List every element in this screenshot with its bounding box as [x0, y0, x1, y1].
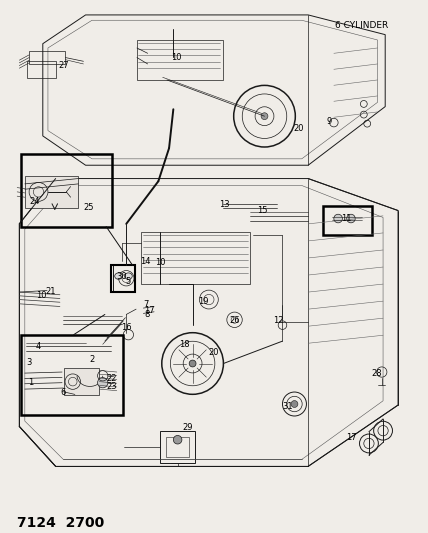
- Text: 27: 27: [58, 61, 68, 69]
- Text: 6 CYLINDER: 6 CYLINDER: [335, 21, 388, 30]
- Bar: [323, 206, 372, 235]
- Text: 11: 11: [342, 214, 352, 223]
- Circle shape: [334, 214, 342, 223]
- Text: 15: 15: [257, 206, 267, 215]
- Ellipse shape: [115, 273, 122, 279]
- Bar: [137, 40, 223, 80]
- Circle shape: [173, 435, 182, 444]
- Text: 23: 23: [106, 382, 116, 391]
- Circle shape: [98, 377, 108, 388]
- Circle shape: [189, 360, 196, 367]
- Bar: [25, 176, 78, 208]
- Bar: [64, 368, 99, 395]
- Text: 29: 29: [182, 424, 193, 432]
- Text: 17: 17: [144, 306, 154, 314]
- Text: 18: 18: [180, 341, 190, 349]
- Text: 12: 12: [273, 317, 283, 325]
- Text: 17: 17: [346, 433, 356, 441]
- Bar: [27, 61, 56, 78]
- Bar: [166, 437, 189, 457]
- Bar: [21, 335, 123, 415]
- Text: 10: 10: [171, 53, 181, 61]
- Text: 7124  2700: 7124 2700: [17, 516, 104, 530]
- Text: 24: 24: [30, 197, 40, 206]
- Circle shape: [261, 113, 268, 119]
- Text: 22: 22: [106, 374, 116, 383]
- Ellipse shape: [125, 273, 132, 279]
- Text: 20: 20: [208, 349, 218, 357]
- Text: 31: 31: [282, 402, 293, 411]
- Text: 26: 26: [229, 317, 240, 325]
- Text: 28: 28: [372, 369, 382, 377]
- Text: 7: 7: [143, 301, 148, 309]
- Text: 16: 16: [121, 324, 131, 332]
- Text: 1: 1: [28, 378, 33, 387]
- Bar: [160, 431, 195, 463]
- Bar: [21, 154, 112, 227]
- Text: 21: 21: [45, 287, 56, 296]
- Circle shape: [291, 401, 298, 407]
- Text: 19: 19: [198, 297, 208, 306]
- Text: 4: 4: [36, 343, 41, 351]
- Text: 5: 5: [125, 277, 130, 286]
- Text: 10: 10: [36, 292, 46, 300]
- Text: 8: 8: [144, 310, 149, 319]
- Text: 3: 3: [27, 358, 32, 367]
- Text: 9: 9: [327, 117, 332, 126]
- Bar: [111, 265, 135, 292]
- Bar: [29, 51, 65, 64]
- Text: 13: 13: [220, 200, 230, 208]
- Circle shape: [347, 214, 355, 223]
- Text: 6: 6: [61, 389, 66, 397]
- Bar: [141, 232, 250, 284]
- Text: 2: 2: [89, 356, 95, 364]
- Text: 20: 20: [294, 125, 304, 133]
- Text: 25: 25: [84, 204, 94, 212]
- Text: 14: 14: [140, 257, 151, 265]
- Text: 30: 30: [116, 272, 126, 280]
- Text: 10: 10: [155, 258, 166, 266]
- Bar: [113, 265, 134, 292]
